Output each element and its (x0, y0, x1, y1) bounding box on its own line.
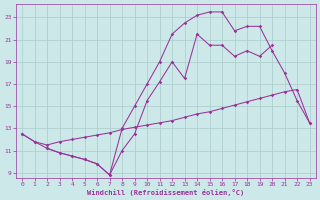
X-axis label: Windchill (Refroidissement éolien,°C): Windchill (Refroidissement éolien,°C) (87, 189, 244, 196)
